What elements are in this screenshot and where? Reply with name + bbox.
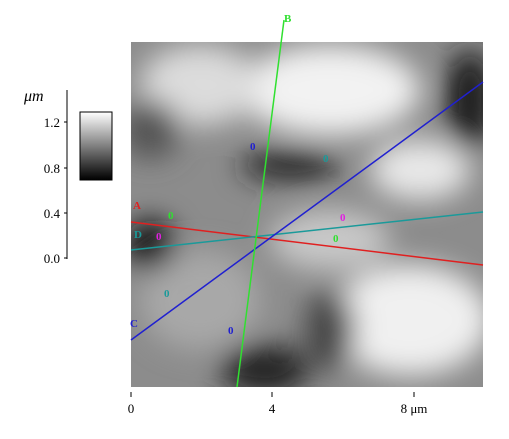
scale-tick-label: 1.2 — [44, 115, 60, 130]
marker: 0 — [250, 141, 256, 153]
marker: 0 — [168, 210, 174, 222]
scale-tick-label: 0.8 — [44, 161, 60, 176]
scale-tick-label: 0.0 — [44, 251, 60, 266]
color-bar — [80, 112, 112, 180]
x-tick-label: 8 μm — [401, 401, 428, 416]
marker: 0 — [228, 325, 234, 337]
color-scale: μm 1.2 0.8 0.4 0.0 — [23, 88, 112, 266]
x-tick-label: 4 — [269, 401, 276, 416]
marker: 0 — [164, 288, 170, 300]
scale-unit: μm — [23, 88, 44, 105]
line-label: C — [130, 318, 138, 330]
marker: 0 — [333, 233, 339, 245]
afm-figure: A B C D 0 0 0 0 0 0 0 0 μm 1.2 0.8 0.4 0… — [0, 0, 509, 439]
marker: 0 — [323, 153, 329, 165]
x-tick-label: 0 — [128, 401, 135, 416]
afm-image — [120, 42, 495, 395]
x-axis: 0 4 8 μm — [128, 392, 428, 416]
line-label: D — [134, 229, 142, 241]
marker: 0 — [340, 212, 346, 224]
line-label: B — [284, 13, 292, 25]
line-label: A — [133, 200, 141, 212]
marker: 0 — [156, 231, 162, 243]
scale-tick-label: 0.4 — [44, 206, 61, 221]
